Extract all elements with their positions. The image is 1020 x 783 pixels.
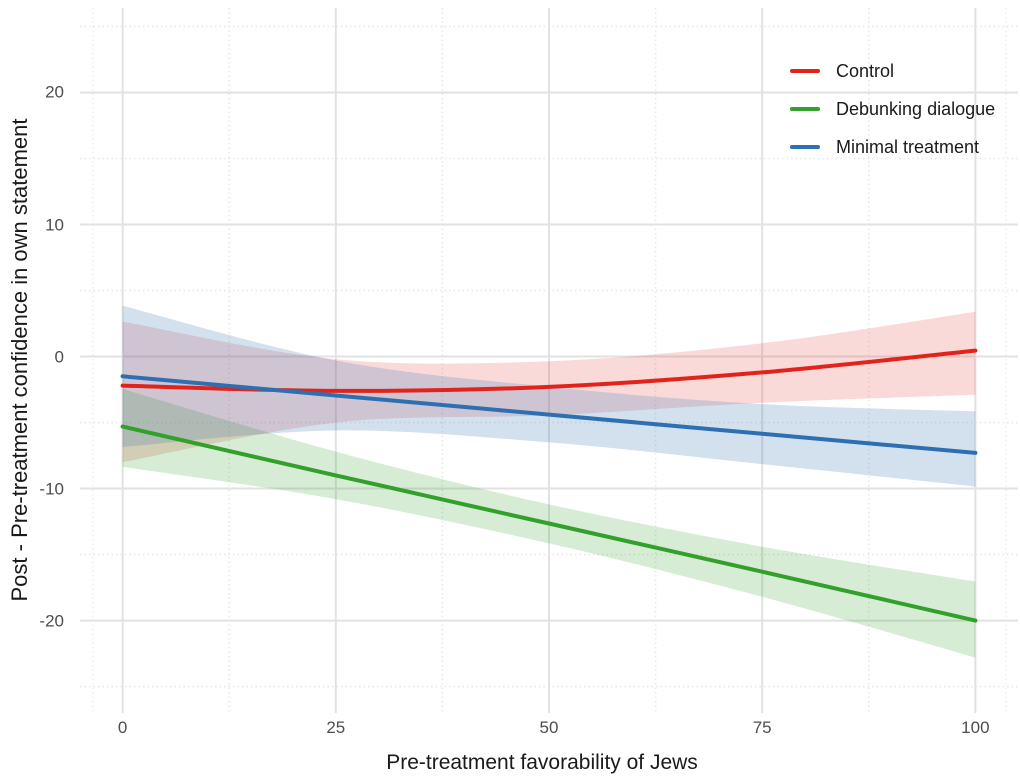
y-axis-title: Post - Pre-treatment confidence in own s…	[7, 118, 32, 602]
x-tick-label: 100	[961, 718, 990, 737]
y-tick-label: 10	[45, 215, 64, 235]
legend-line-swatch-icon	[790, 68, 820, 74]
y-tick-label: 0	[54, 347, 64, 367]
fit-line-minimal-treatment	[120, 374, 978, 455]
legend-item-control: Control	[790, 52, 995, 90]
legend-label: Debunking dialogue	[836, 98, 996, 119]
x-tick-label: 0	[117, 718, 128, 737]
legend-item-minimal-treatment: Minimal treatment	[790, 128, 995, 166]
x-tick-label: 75	[752, 718, 772, 737]
x-tick-label: 50	[539, 718, 559, 737]
y-tick-label: 20	[45, 82, 64, 102]
y-tick-label: -20	[39, 611, 64, 631]
legend: Control Debunking dialogue Minimal treatme…	[790, 52, 995, 166]
legend-line-swatch-icon	[790, 144, 820, 150]
confidence-band-minimal-treatment	[122, 305, 976, 487]
fit-line-debunking-dialogue	[120, 424, 978, 623]
x-tick-label: 25	[326, 718, 346, 737]
legend-item-debunking-dialogue: Debunking dialogue	[790, 90, 995, 128]
legend-label: Control	[836, 60, 895, 81]
legend-line-swatch-icon	[790, 106, 820, 112]
y-tick-label: -10	[39, 479, 64, 499]
legend-label: Minimal treatment	[836, 136, 980, 157]
x-axis-title: Pre-treatment favorability of Jews	[386, 751, 698, 774]
